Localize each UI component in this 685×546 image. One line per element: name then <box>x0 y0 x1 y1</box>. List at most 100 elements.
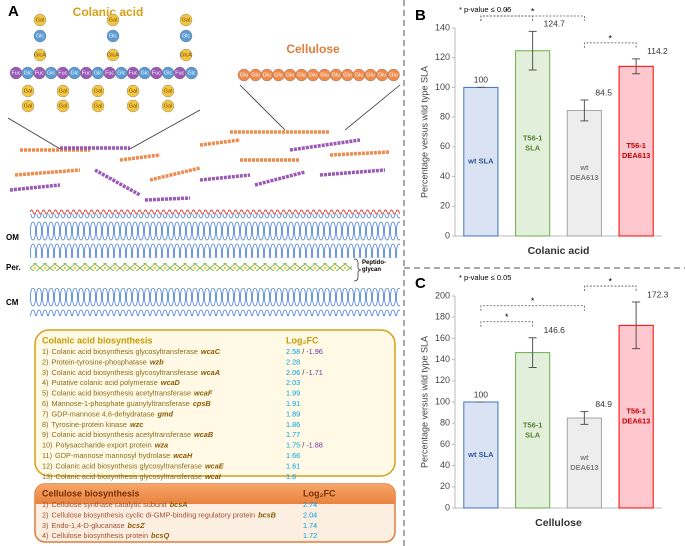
error-bar <box>528 337 537 368</box>
row-gene: bcsA <box>170 500 188 509</box>
sugar-label: Glu <box>309 73 317 79</box>
sugar-label: Glu <box>332 73 340 79</box>
sugar-unit <box>21 84 35 98</box>
sugar-unit <box>56 99 70 113</box>
bar <box>463 401 499 509</box>
table-row: 8) Tyrosine-protein kinase wzc <box>42 420 143 429</box>
row-fc: 2.28 <box>286 357 300 366</box>
sugar-unit <box>387 68 400 82</box>
membrane-label: CM <box>6 298 19 307</box>
significance-label: * <box>608 276 612 286</box>
table-header: Log₂FC <box>303 488 336 498</box>
row-number: 1) <box>42 347 49 356</box>
sugar-unit <box>33 13 47 27</box>
value-label: 124.7 <box>544 19 566 29</box>
sugar-unit <box>126 84 140 98</box>
row-text: Colanic acid biosynthesis glycosyltransf… <box>56 461 202 470</box>
table-row: 11) GDP-mannose mannosyl hydrolase wcaH <box>42 451 193 460</box>
fc-value: 1.61 <box>286 461 300 470</box>
y-tick-label: 140 <box>435 22 450 32</box>
sugar-label: Glu <box>320 73 328 79</box>
table-row: 13) Colanic acid biosynthesis glycosyltra… <box>42 472 222 481</box>
y-tick-label: 60 <box>440 141 450 151</box>
fc-value: 1.91 <box>286 399 300 408</box>
error-bar <box>580 99 589 122</box>
fc-value: 2.06 <box>286 368 300 377</box>
sugar-label: Glu <box>263 73 271 79</box>
significance-bracket <box>480 15 585 21</box>
x-axis-label: Cellulose <box>535 517 582 529</box>
sugar-label: GlcA <box>107 53 119 59</box>
sugar-label: Glu <box>343 73 351 79</box>
y-tick-label: 40 <box>440 171 450 181</box>
sugar-unit <box>106 13 120 27</box>
sugar-label: Gal <box>24 104 32 110</box>
row-fc: 2.74 <box>303 500 317 509</box>
fc-value: -1.88 <box>306 441 323 450</box>
sugar-label: Gal <box>182 18 190 24</box>
sugar-label: Glu <box>389 73 397 79</box>
table-title: Colanic acid biosynthesis <box>42 335 153 345</box>
significance-label: * <box>505 312 509 322</box>
sugar-unit <box>126 99 140 113</box>
row-fc: 1.99 <box>286 389 300 398</box>
sugar-label: Fuc <box>12 71 21 77</box>
y-tick-label: 140 <box>435 354 450 364</box>
error-bar <box>580 411 589 425</box>
sugar-unit <box>91 99 105 113</box>
row-fc: 1.75/-1.88 <box>286 441 323 450</box>
row-text: Colanic acid biosynthesis glycosyltransf… <box>52 368 198 377</box>
colanic-table-box <box>34 329 396 477</box>
row-number: 10) <box>42 441 53 450</box>
row-fc: 1.66 <box>286 451 300 460</box>
fiber <box>144 196 191 202</box>
error-bar <box>528 30 537 71</box>
significance-bracket <box>480 15 534 21</box>
row-text: Colanic acid biosynthesis glycosyltransf… <box>52 347 198 356</box>
sugar-unit <box>33 48 47 62</box>
fiber <box>9 183 61 192</box>
sugar-label: Glc <box>24 71 32 77</box>
significance-label: * <box>505 6 509 16</box>
row-gene: gmd <box>157 409 174 418</box>
sugar-label: Gal <box>109 18 117 24</box>
table-row: 5) Colanic acid biosynthesis acetyltransf… <box>42 389 213 398</box>
fc-separator: / <box>302 441 305 450</box>
significance-label: * <box>608 33 612 43</box>
y-axis-label: Percentage versus wild type SLA <box>419 336 429 468</box>
category-label: DEA613 <box>570 173 598 182</box>
sugar-label: Gal <box>59 89 67 95</box>
value-label: 84.9 <box>595 399 612 409</box>
table-row: 3) Endo-1,4-D-glucanase bcsZ <box>42 521 145 530</box>
row-text: Colanic acid biosynthesis acetyltransfer… <box>52 430 192 439</box>
cellulose-table-header <box>35 484 395 504</box>
table-row: 10) Polysaccharide export protein wza <box>42 441 168 450</box>
significance-bracket <box>583 285 637 292</box>
row-number: 12) <box>42 461 53 470</box>
row-gene: wcaI <box>205 472 222 481</box>
row-text: Protein-tyrosine-phosphatase <box>52 357 147 366</box>
row-number: 8) <box>42 420 49 429</box>
membrane-label: Peptido-glycan <box>362 260 386 273</box>
table-row: 1) Cellulose synthase catalytic subunit bc… <box>42 500 188 509</box>
zoom-line <box>344 84 401 131</box>
fc-value: 2.58 <box>286 347 300 356</box>
sugar-label: Glc <box>70 71 78 77</box>
peptidoglycan-layer <box>30 263 352 271</box>
y-axis-label: Percentage versus wild type SLA <box>419 66 429 198</box>
row-fc: 2.58/-1.96 <box>286 347 323 356</box>
y-tick-label: 160 <box>435 333 450 343</box>
label-line: Peptido- <box>362 260 386 266</box>
row-gene: wzc <box>130 420 143 429</box>
row-gene: wcaC <box>201 347 221 356</box>
panel-a: Fuc Glc Fuc Glc Fuc Glc Fuc Glc Fuc Glc Fuc Glc Fuc G… <box>9 13 400 540</box>
sugar-label: Glc <box>94 71 102 77</box>
row-gene: bcsZ <box>128 521 146 530</box>
value-label: 146.6 <box>544 325 566 335</box>
row-fc: 2.06/-1.71 <box>286 368 323 377</box>
row-gene: wcaH <box>173 451 193 460</box>
row-fc: 1.77 <box>286 430 300 439</box>
sugar-label: Glu <box>378 73 386 79</box>
row-fc: 2.03 <box>286 378 300 387</box>
y-tick-label: 200 <box>435 290 450 300</box>
